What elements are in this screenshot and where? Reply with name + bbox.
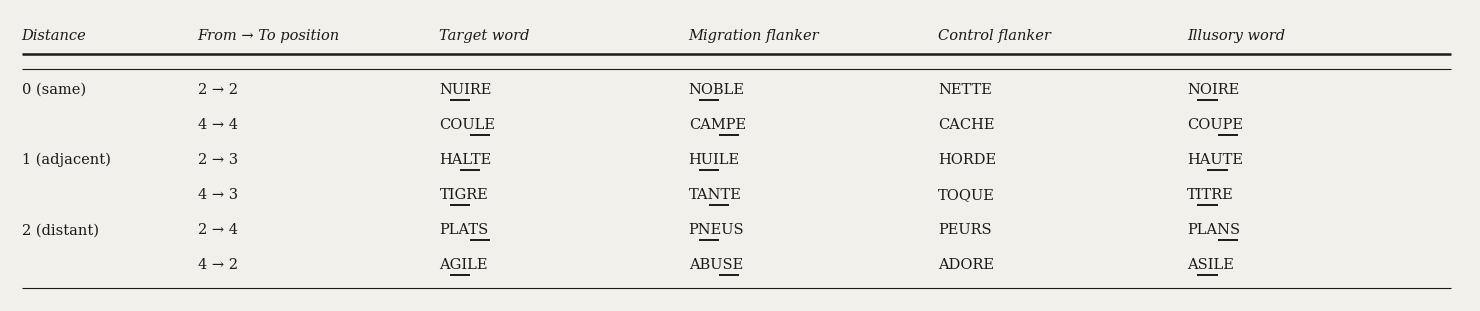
- Text: Distance: Distance: [22, 29, 86, 43]
- Text: 0 (same): 0 (same): [22, 83, 86, 97]
- Text: PLATS: PLATS: [440, 223, 488, 237]
- Text: TITRE: TITRE: [1187, 188, 1234, 202]
- Text: Illusory word: Illusory word: [1187, 29, 1285, 43]
- Text: PLANS: PLANS: [1187, 223, 1240, 237]
- Text: COUPE: COUPE: [1187, 118, 1243, 132]
- Text: 2 → 2: 2 → 2: [197, 83, 237, 97]
- Text: 4 → 3: 4 → 3: [197, 188, 238, 202]
- Text: TANTE: TANTE: [688, 188, 741, 202]
- Text: 1 (adjacent): 1 (adjacent): [22, 153, 111, 167]
- Text: CAMPE: CAMPE: [688, 118, 746, 132]
- Text: 2 → 3: 2 → 3: [197, 153, 238, 167]
- Text: ASILE: ASILE: [1187, 258, 1234, 272]
- Text: TOQUE: TOQUE: [938, 188, 995, 202]
- Text: AGILE: AGILE: [440, 258, 488, 272]
- Text: ADORE: ADORE: [938, 258, 995, 272]
- Text: 4 → 2: 4 → 2: [197, 258, 237, 272]
- Text: 2 → 4: 2 → 4: [197, 223, 237, 237]
- Text: HORDE: HORDE: [938, 153, 996, 167]
- Text: Control flanker: Control flanker: [938, 29, 1051, 43]
- Text: TIGRE: TIGRE: [440, 188, 488, 202]
- Text: From → To position: From → To position: [197, 29, 340, 43]
- Text: HUILE: HUILE: [688, 153, 740, 167]
- Text: PEURS: PEURS: [938, 223, 992, 237]
- Text: HAUTE: HAUTE: [1187, 153, 1243, 167]
- Text: PNEUS: PNEUS: [688, 223, 744, 237]
- Text: Target word: Target word: [440, 29, 530, 43]
- Text: NOBLE: NOBLE: [688, 83, 744, 97]
- Text: COULE: COULE: [440, 118, 496, 132]
- Text: CACHE: CACHE: [938, 118, 995, 132]
- Text: NUIRE: NUIRE: [440, 83, 491, 97]
- Text: 2 (distant): 2 (distant): [22, 223, 99, 237]
- Text: Migration flanker: Migration flanker: [688, 29, 820, 43]
- Text: NOIRE: NOIRE: [1187, 83, 1239, 97]
- Text: ABUSE: ABUSE: [688, 258, 743, 272]
- Text: NETTE: NETTE: [938, 83, 992, 97]
- Text: HALTE: HALTE: [440, 153, 491, 167]
- Text: 4 → 4: 4 → 4: [197, 118, 237, 132]
